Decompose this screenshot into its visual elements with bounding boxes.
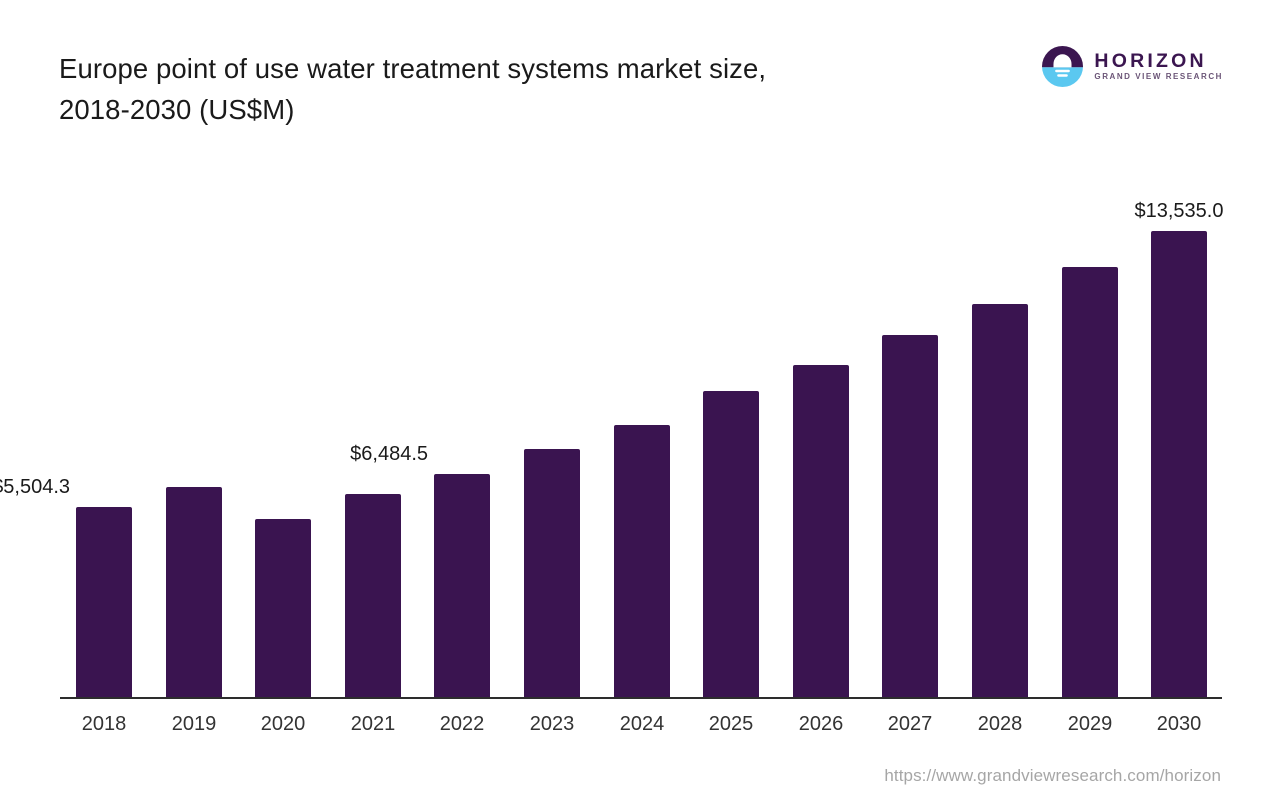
tick-label-2026: 2026 — [798, 713, 844, 735]
bar-2028[interactable] — [972, 304, 1028, 697]
tick-label-2019: 2019 — [171, 713, 217, 735]
x-axis-line — [60, 697, 1222, 699]
tick-label-2020: 2020 — [260, 713, 306, 735]
brand-logo: HORIZON GRAND VIEW RESEARCH — [1042, 46, 1223, 87]
bar-2029[interactable] — [1062, 267, 1118, 697]
tick-label-2029: 2029 — [1067, 713, 1113, 735]
bar-2020[interactable] — [255, 519, 311, 697]
bar-2025[interactable] — [703, 391, 759, 697]
value-label-2022: $6,484.5 — [350, 443, 428, 465]
tick-label-2021: 2021 — [350, 713, 396, 735]
page-title: Europe point of use water treatment syst… — [59, 53, 767, 125]
bar-2018[interactable] — [76, 507, 132, 697]
bar-2019[interactable] — [166, 487, 222, 697]
value-label-2018: $5,504.3 — [0, 476, 70, 498]
tick-label-2027: 2027 — [887, 713, 933, 735]
tick-label-2030: 2030 — [1156, 713, 1202, 735]
tick-label-2018: 2018 — [81, 713, 127, 735]
horizon-logo-mark-icon — [1042, 46, 1084, 87]
logo-text-block: HORIZON GRAND VIEW RESEARCH — [1094, 49, 1223, 82]
bar-2022[interactable] — [434, 474, 490, 697]
bar-2026[interactable] — [793, 365, 849, 697]
bar-2021[interactable] — [345, 494, 401, 697]
value-label-2030: $13,535.0 — [1134, 200, 1224, 222]
tick-label-2025: 2025 — [708, 713, 754, 735]
bar-2024[interactable] — [614, 425, 670, 697]
logo-wordmark: HORIZON — [1094, 49, 1207, 72]
bar-2023[interactable] — [524, 449, 580, 697]
bar-2027[interactable] — [882, 335, 938, 697]
tick-label-2023: 2023 — [529, 713, 575, 735]
tick-label-2024: 2024 — [619, 713, 665, 735]
tick-label-2022: 2022 — [439, 713, 485, 735]
logo-tagline: GRAND VIEW RESEARCH — [1094, 72, 1223, 82]
source-url[interactable]: https://www.grandviewresearch.com/horizo… — [884, 766, 1221, 785]
bar-2030[interactable] — [1151, 231, 1207, 697]
tick-label-2028: 2028 — [977, 713, 1023, 735]
